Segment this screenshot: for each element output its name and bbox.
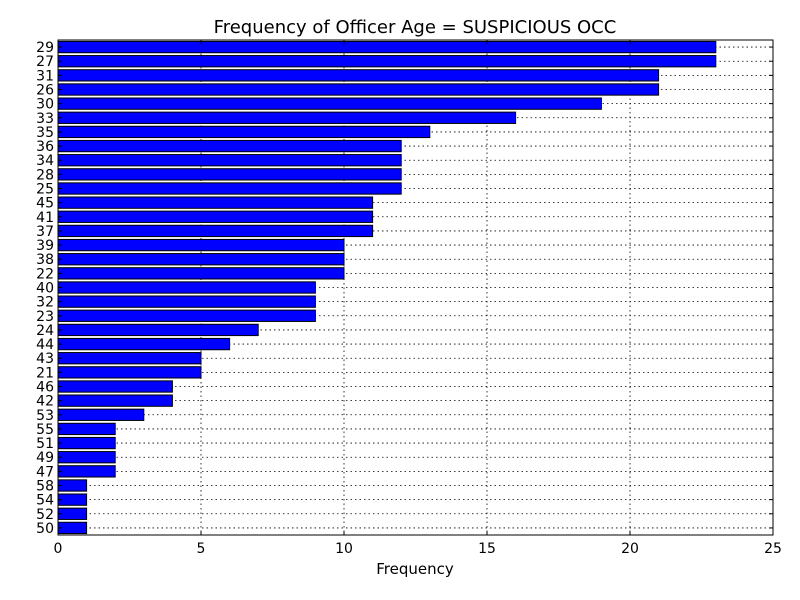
y-axis-ticks: 2927312630333536342825454137393822403223…: [36, 40, 773, 537]
x-tick-label: 20: [621, 541, 639, 557]
bar-age-38: [57, 253, 345, 266]
y-tick-label: 23: [36, 309, 54, 325]
bar-age-31: [57, 69, 660, 82]
bar-age-42: [57, 394, 173, 407]
y-tick-label: 34: [36, 153, 54, 169]
y-tick-label: 41: [36, 210, 54, 226]
y-tick-label: 37: [36, 224, 54, 240]
bar-age-32: [57, 295, 316, 308]
y-tick-label: 24: [36, 323, 54, 339]
bar-age-29: [57, 40, 717, 54]
bar-age-49: [57, 451, 116, 464]
y-tick-label: 46: [36, 380, 54, 396]
y-tick-label: 25: [36, 182, 54, 198]
x-tick-label: 15: [478, 541, 496, 557]
bar-age-41: [57, 210, 374, 223]
y-tick-label: 33: [36, 111, 54, 127]
bar-age-45: [57, 196, 374, 209]
bar-age-36: [57, 139, 402, 153]
bar-age-50: [57, 521, 88, 535]
y-tick-label: 28: [36, 167, 54, 183]
bar-age-24: [57, 323, 259, 337]
y-tick-label: 50: [36, 521, 54, 537]
bar-age-52: [57, 507, 88, 520]
y-tick-label: 45: [36, 196, 54, 212]
y-tick-label: 30: [36, 97, 54, 113]
bar-age-22: [57, 267, 345, 280]
bar-age-54: [57, 493, 88, 506]
bar-age-25: [57, 182, 402, 195]
plot-frame: [57, 39, 774, 536]
bar-age-26: [57, 83, 660, 96]
bar-age-39: [57, 238, 345, 252]
bar-age-21: [57, 366, 202, 379]
y-tick-label: 43: [36, 351, 54, 367]
y-tick-label: 47: [36, 464, 54, 480]
y-tick-label: 32: [36, 295, 54, 311]
bar-age-30: [57, 97, 602, 110]
y-tick-label: 52: [36, 507, 54, 523]
x-tick-label: 10: [335, 541, 353, 557]
y-tick-label: 31: [36, 68, 54, 84]
bar-age-43: [57, 352, 202, 365]
y-tick-label: 44: [36, 337, 54, 353]
chart-title: Frequency of Officer Age = SUSPICIOUS OC…: [214, 17, 617, 38]
bar-age-34: [57, 154, 402, 167]
bar-age-23: [57, 309, 316, 322]
bar-age-44: [57, 337, 231, 351]
bar-age-35: [57, 125, 431, 139]
y-tick-label: 29: [36, 40, 54, 56]
x-axis-label: Frequency: [376, 560, 454, 578]
y-tick-label: 42: [36, 394, 54, 410]
y-tick-label: 22: [36, 266, 54, 282]
y-tick-label: 51: [36, 436, 54, 452]
y-tick-label: 40: [36, 281, 54, 297]
bar-age-27: [57, 55, 717, 68]
y-tick-label: 35: [36, 125, 54, 141]
y-tick-label: 39: [36, 238, 54, 254]
bar-age-47: [57, 465, 116, 478]
y-tick-label: 58: [36, 479, 54, 495]
y-tick-label: 21: [36, 365, 54, 381]
bar-age-58: [57, 479, 88, 492]
bar-age-55: [57, 422, 116, 436]
bar-age-51: [57, 436, 116, 450]
bar-age-37: [57, 224, 374, 238]
bar-age-28: [57, 168, 402, 181]
y-tick-label: 26: [36, 83, 54, 99]
y-tick-label: 54: [36, 493, 54, 509]
y-tick-label: 27: [36, 54, 54, 70]
x-tick-label: 5: [197, 541, 206, 557]
x-tick-label: 25: [764, 541, 782, 557]
y-tick-label: 49: [36, 450, 54, 466]
y-tick-label: 36: [36, 139, 54, 155]
y-tick-label: 55: [36, 422, 54, 438]
x-axis-ticks: 0 5 10 15 20 25: [54, 40, 782, 557]
y-tick-label: 38: [36, 252, 54, 268]
bar-age-40: [57, 281, 316, 294]
bar-age-53: [57, 408, 145, 421]
y-tick-label: 53: [36, 408, 54, 424]
x-tick-label: 0: [54, 541, 63, 557]
bar-age-46: [57, 380, 173, 393]
bar-age-33: [57, 111, 517, 124]
